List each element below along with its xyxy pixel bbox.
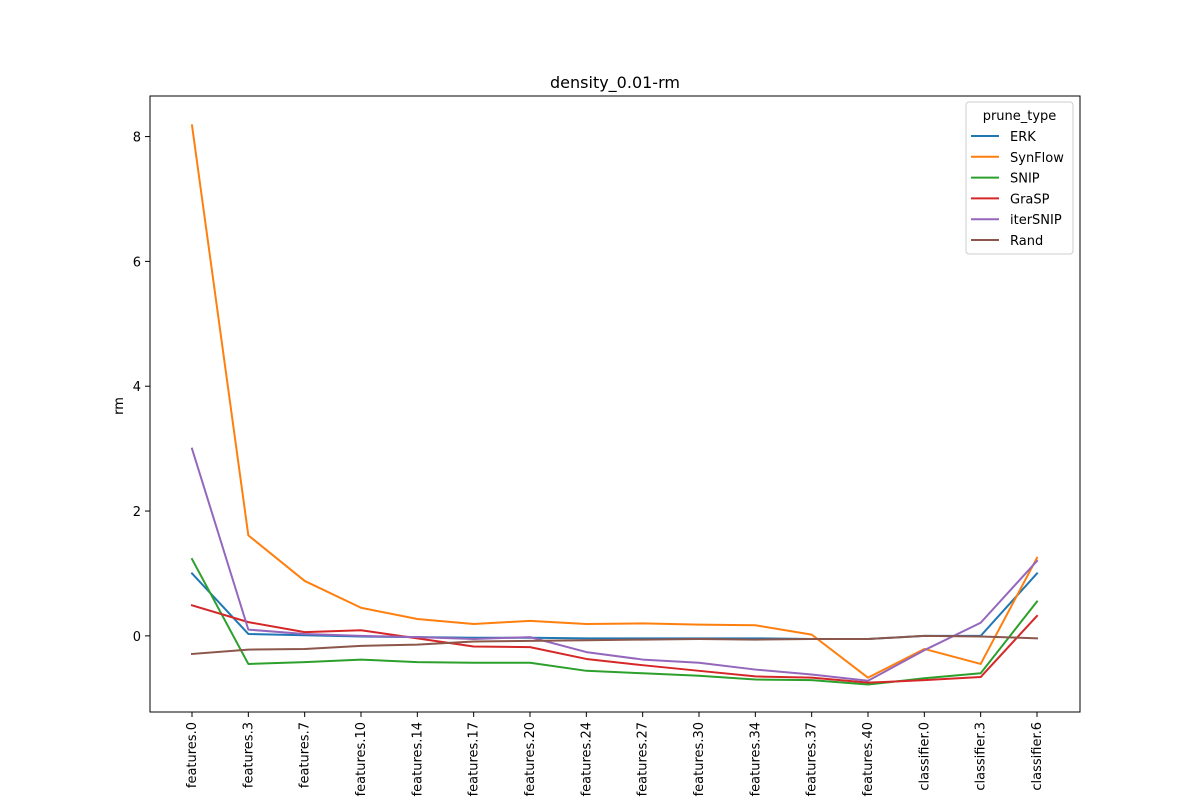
series-line-rand [190,634,1039,656]
legend-label-rand: Rand [1010,234,1043,249]
legend-label-itersnip: iterSNIP [1010,213,1062,228]
y-tick-label: 2 [133,505,141,520]
x-tick-label: features.40 [861,722,876,796]
x-tick-label: features.17 [467,722,482,796]
x-tick-label: features.10 [354,722,369,796]
x-tick-label: classifier.0 [917,722,932,791]
x-tick-label: features.24 [579,722,594,796]
axes-layer: 0 2 4 6 8 features.0 features.3 features.7 featu… [133,95,1081,796]
x-tick-label: features.34 [748,722,763,796]
series-line-grasp [190,604,1039,684]
legend-label-snip: SNIP [1010,172,1040,187]
x-tick-label: features.0 [185,722,200,788]
x-tick-label: features.30 [692,722,707,796]
y-tick-label: 0 [133,630,141,645]
x-tick-label: classifier.6 [1030,722,1045,791]
series-layer [190,124,1039,686]
x-tick-label: features.27 [636,722,651,796]
plot-frame [149,95,1081,713]
y-axis-label: rm [112,397,127,415]
x-tick-label: features.20 [523,722,538,796]
series-line-itersnip [190,447,1039,682]
legend-title: prune_type [983,109,1057,124]
y-tick-label: 6 [133,255,141,270]
legend-label-grasp: GraSP [1010,192,1050,207]
x-tick-label: classifier.3 [974,722,989,791]
x-tick-label: features.14 [410,722,425,796]
chart-title: density_0.01-rm [550,73,680,93]
series-line-synflow [190,124,1039,679]
x-tick-label: features.7 [298,722,313,788]
legend-box [965,101,1074,255]
y-tick-label: 4 [133,380,141,395]
x-tick-label: features.3 [241,722,256,788]
y-tick-label: 8 [133,131,141,146]
x-tick-label: features.37 [805,722,820,796]
legend-label-erk: ERK [1010,130,1036,145]
legend: prune_type ERK SynFlow SNIP GraSP iterSNIP Ran… [965,101,1074,255]
legend-label-synflow: SynFlow [1010,151,1064,166]
